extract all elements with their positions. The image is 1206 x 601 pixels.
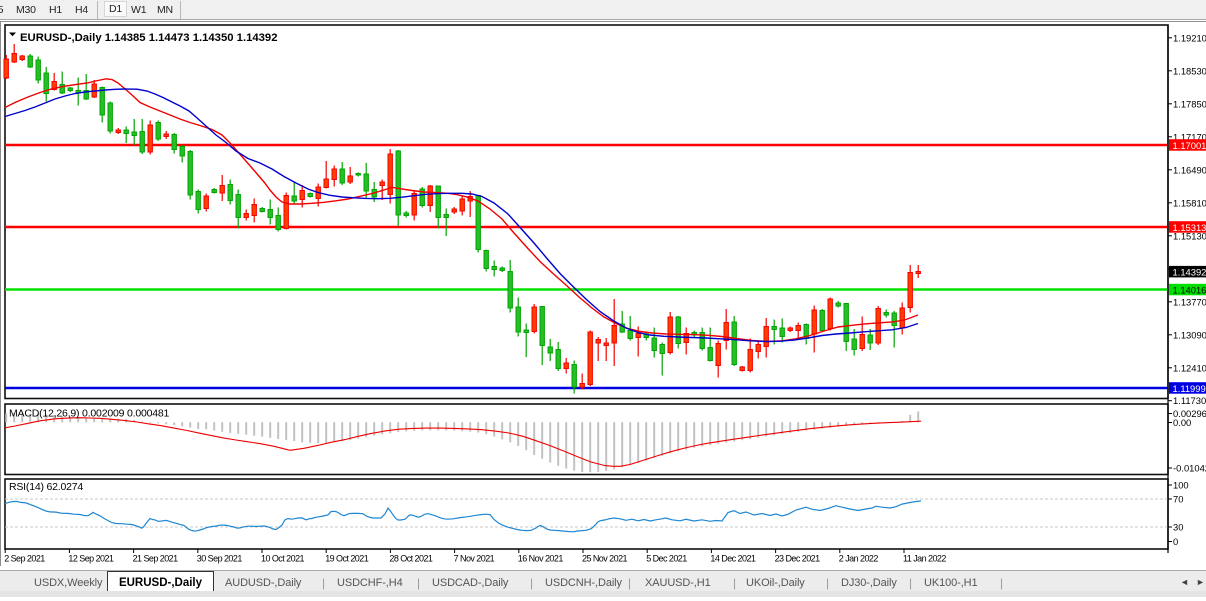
svg-text:1.17850: 1.17850: [1173, 98, 1206, 109]
svg-text:14 Dec 2021: 14 Dec 2021: [710, 554, 756, 564]
svg-text:1.13090: 1.13090: [1173, 329, 1206, 340]
svg-text:1.15313: 1.15313: [1173, 222, 1206, 233]
svg-text:1.12410: 1.12410: [1173, 362, 1206, 373]
svg-text:1.11730: 1.11730: [1173, 395, 1206, 406]
svg-text:MACD(12,26,9) 0.002009 0.00048: MACD(12,26,9) 0.002009 0.000481: [9, 408, 170, 420]
svg-text:28 Oct 2021: 28 Oct 2021: [389, 554, 433, 564]
svg-text:1.19210: 1.19210: [1173, 32, 1206, 43]
svg-text:1.15810: 1.15810: [1173, 197, 1206, 208]
svg-text:1.16490: 1.16490: [1173, 164, 1206, 175]
svg-text:5 Dec 2021: 5 Dec 2021: [646, 554, 687, 564]
svg-text:19 Oct 2021: 19 Oct 2021: [325, 554, 369, 564]
svg-text:10 Oct 2021: 10 Oct 2021: [261, 554, 305, 564]
svg-text:11 Jan 2022: 11 Jan 2022: [903, 554, 946, 564]
svg-text:30 Sep 2021: 30 Sep 2021: [197, 554, 243, 564]
svg-text:2 Jan 2022: 2 Jan 2022: [839, 554, 879, 564]
svg-text:7 Nov 2021: 7 Nov 2021: [454, 554, 495, 564]
svg-text:1.13770: 1.13770: [1173, 296, 1206, 307]
svg-text:100: 100: [1173, 480, 1189, 491]
svg-text:70: 70: [1173, 494, 1183, 505]
svg-text:0: 0: [1173, 536, 1178, 547]
svg-text:23 Dec 2021: 23 Dec 2021: [775, 554, 821, 564]
svg-text:RSI(14) 62.0274: RSI(14) 62.0274: [9, 481, 83, 493]
svg-text:1.14016: 1.14016: [1173, 284, 1206, 295]
svg-text:-0.01042: -0.01042: [1173, 463, 1206, 474]
svg-text:0.00: 0.00: [1173, 417, 1191, 428]
svg-text:2 Sep 2021: 2 Sep 2021: [4, 554, 45, 564]
svg-text:1.11999: 1.11999: [1173, 383, 1206, 394]
svg-text:25 Nov 2021: 25 Nov 2021: [582, 554, 628, 564]
svg-text:30: 30: [1173, 522, 1183, 533]
svg-text:12 Sep 2021: 12 Sep 2021: [68, 554, 114, 564]
svg-text:16 Nov 2021: 16 Nov 2021: [518, 554, 564, 564]
svg-text:EURUSD-,Daily 1.14385 1.14473: EURUSD-,Daily 1.14385 1.14473 1.14350 1.…: [20, 32, 278, 44]
svg-text:21 Sep 2021: 21 Sep 2021: [133, 554, 179, 564]
svg-text:1.17001: 1.17001: [1173, 140, 1206, 151]
svg-text:1.14392: 1.14392: [1173, 266, 1206, 277]
svg-text:1.18530: 1.18530: [1173, 65, 1206, 76]
